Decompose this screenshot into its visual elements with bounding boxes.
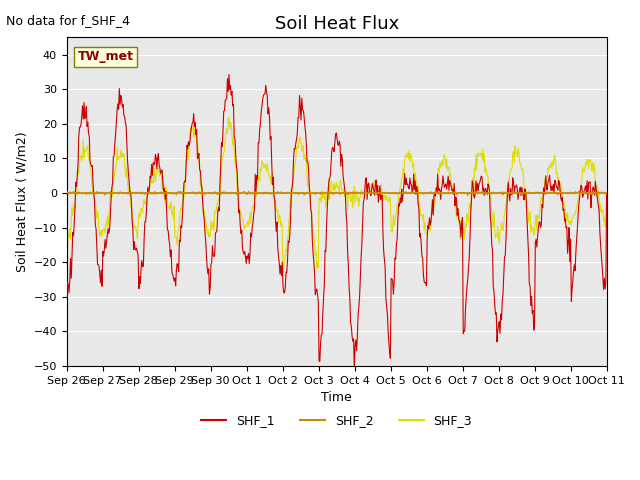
Legend: SHF_1, SHF_2, SHF_3: SHF_1, SHF_2, SHF_3 xyxy=(196,409,477,432)
Text: TW_met: TW_met xyxy=(77,50,134,63)
X-axis label: Time: Time xyxy=(321,391,352,404)
Title: Soil Heat Flux: Soil Heat Flux xyxy=(275,15,399,33)
Text: No data for f_SHF_4: No data for f_SHF_4 xyxy=(6,14,131,27)
Y-axis label: Soil Heat Flux ( W/m2): Soil Heat Flux ( W/m2) xyxy=(15,132,28,272)
